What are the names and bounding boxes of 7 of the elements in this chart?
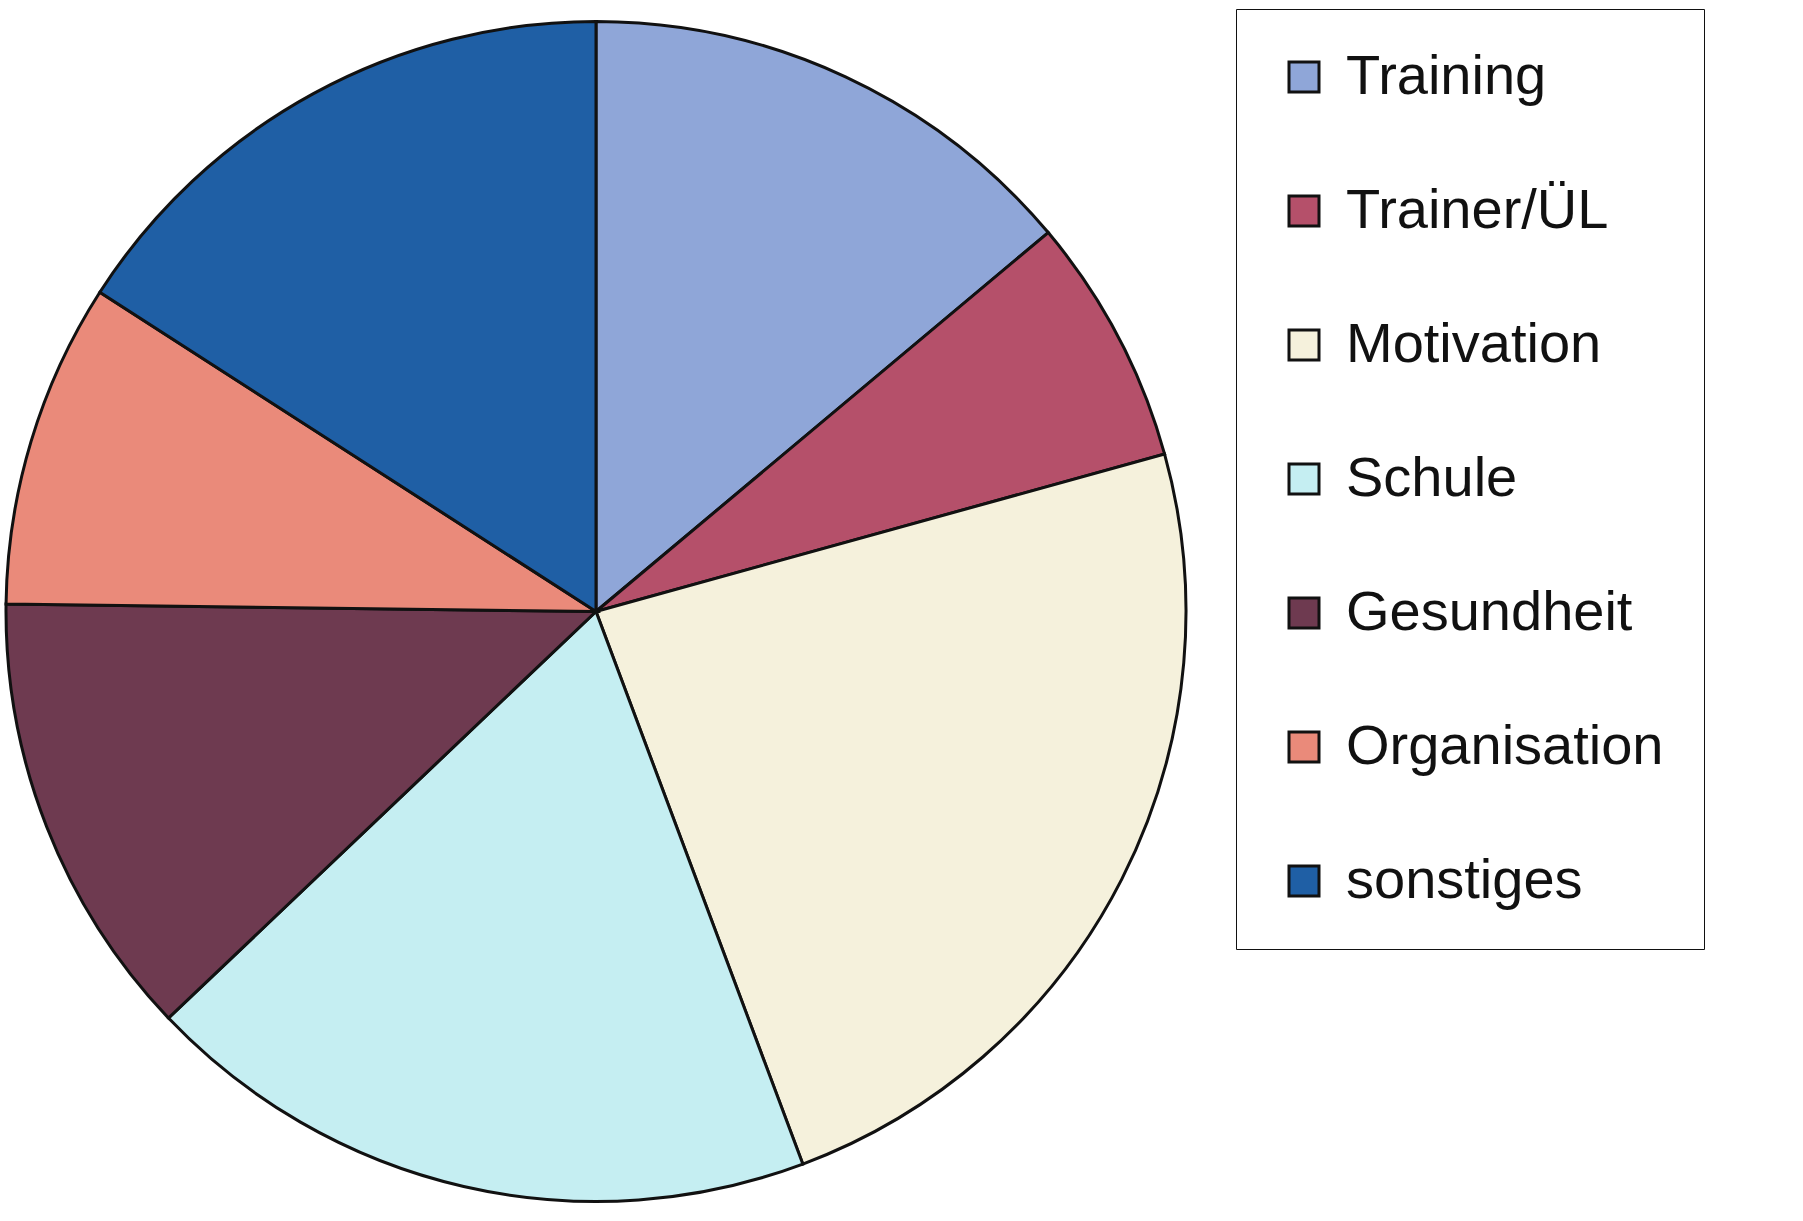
legend-label: Gesundheit	[1346, 579, 1633, 642]
legend-label: Motivation	[1346, 311, 1602, 374]
legend-label: Trainer/ÜL	[1346, 177, 1609, 240]
legend-label: Schule	[1346, 445, 1518, 508]
legend-label: sonstiges	[1346, 847, 1583, 910]
legend-label: Organisation	[1346, 713, 1664, 776]
legend-label: Training	[1346, 43, 1547, 106]
